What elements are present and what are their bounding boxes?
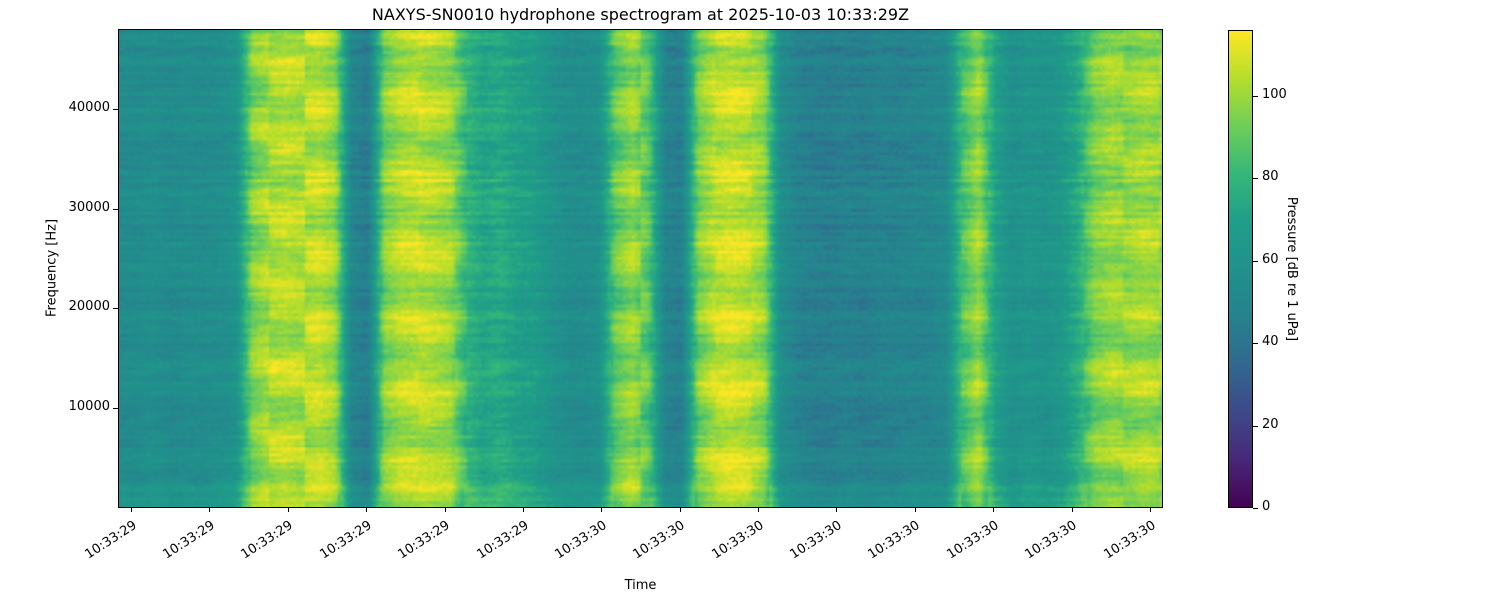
y-tick-label: 40000 [68,99,110,115]
x-tick: 10:33:30 [538,514,766,562]
x-tick-mark [993,508,995,512]
x-tick-label: 10:33:29 [395,518,453,563]
x-tick: 10:33:29 [0,514,217,562]
x-tick-mark [444,508,446,512]
y-tick-mark [113,108,118,110]
x-tick-label: 10:33:30 [709,518,767,563]
colorbar-tick-label: 20 [1262,416,1279,432]
x-tick-label: 10:33:29 [160,518,218,563]
x-tick-label: 10:33:30 [865,518,923,563]
x-tick: 10:33:30 [695,514,923,562]
x-tick: 10:33:30 [381,514,609,562]
x-tick: 10:33:30 [773,514,1001,562]
x-tick-mark [366,508,368,512]
x-tick-label: 10:33:30 [1100,518,1159,563]
colorbar-tick-mark [1253,260,1258,262]
colorbar-tick-label: 40 [1262,334,1279,350]
x-tick: 10:33:30 [460,514,688,562]
x-tick: 10:33:30 [616,514,844,562]
x-tick: 10:33:29 [146,514,374,562]
chart-title: NAXYS-SN0010 hydrophone spectrogram at 2… [371,5,910,24]
y-tick-mark [113,208,118,210]
x-tick-mark [209,508,211,512]
x-axis-label: Time [624,578,657,593]
x-tick-label: 10:33:30 [787,518,845,563]
y-tick-mark [113,408,118,410]
x-tick-mark [522,508,524,512]
spectrogram-image [119,30,1162,507]
y-tick-label: 20000 [68,299,110,315]
colorbar-label: Pressure [dB re 1 uPa] [1284,196,1299,342]
x-tick: 10:33:30 [852,514,1080,562]
x-tick-label: 10:33:30 [552,518,610,563]
x-tick-label: 10:33:30 [944,518,1002,563]
x-tick: 10:33:29 [68,514,296,562]
x-tick-label: 10:33:29 [473,518,532,563]
plot-area [118,29,1163,508]
x-tick-label: 10:33:30 [630,518,688,563]
y-tick-label: 30000 [68,199,110,215]
y-tick-mark [113,308,118,310]
colorbar-gradient [1229,31,1252,507]
x-tick-label: 10:33:30 [1022,518,1080,563]
colorbar-tick-mark [1253,178,1258,180]
x-tick-mark [836,508,838,512]
x-tick-label: 10:33:29 [317,518,375,563]
x-tick-mark [131,508,133,512]
x-tick-mark [1149,508,1151,512]
colorbar [1228,30,1253,508]
x-tick: 10:33:29 [303,514,531,562]
x-tick-mark [287,508,289,512]
colorbar-tick-label: 80 [1262,169,1279,185]
x-tick-mark [601,508,603,512]
x-tick-label: 10:33:29 [238,518,296,563]
y-tick-label: 10000 [68,399,110,415]
colorbar-tick-mark [1253,343,1258,345]
x-tick-label: 10:33:29 [82,518,140,563]
colorbar-tick-mark [1253,95,1258,97]
x-tick-mark [914,508,916,512]
colorbar-tick-label: 0 [1262,499,1271,514]
x-tick-mark [679,508,681,512]
x-tick: 10:33:29 [0,514,139,562]
colorbar-tick-label: 100 [1262,86,1287,102]
x-tick-mark [758,508,760,512]
x-tick: 10:33:30 [930,514,1158,562]
x-tick-mark [1071,508,1073,512]
x-tick: 10:33:29 [225,514,453,562]
colorbar-tick-mark [1253,508,1258,509]
colorbar-tick-label: 60 [1262,251,1279,267]
colorbar-tick-mark [1253,425,1258,427]
